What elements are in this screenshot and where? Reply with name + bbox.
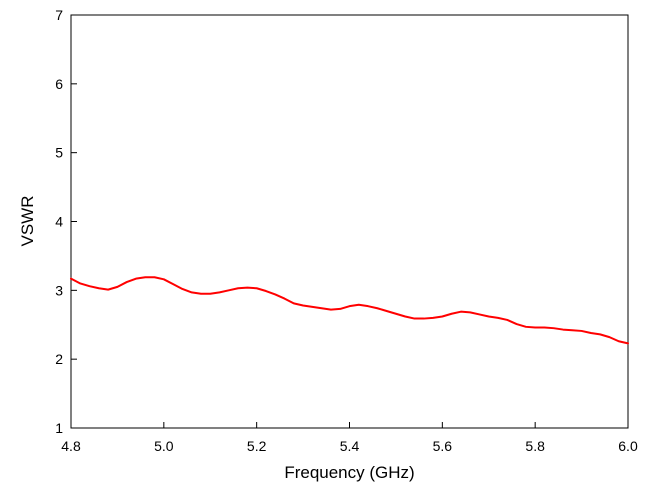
y-tick-label: 1 — [55, 420, 63, 436]
y-tick-label: 2 — [55, 351, 63, 367]
x-tick-label: 5.8 — [525, 438, 545, 454]
y-axis-title: VSWR — [18, 196, 37, 247]
x-tick-label: 5.4 — [340, 438, 360, 454]
x-tick-label: 6.0 — [618, 438, 638, 454]
x-tick-label: 5.0 — [154, 438, 174, 454]
x-axis-ticks: 4.8 5.0 5.2 5.4 5.6 5.8 6.0 — [61, 422, 638, 454]
y-tick-label: 3 — [55, 282, 63, 298]
y-axis-ticks: 1 2 3 4 5 6 7 — [55, 7, 77, 436]
y-tick-label: 7 — [55, 7, 63, 23]
y-tick-label: 6 — [55, 76, 63, 92]
x-axis-title: Frequency (GHz) — [284, 463, 414, 482]
series-layer — [70, 276, 629, 345]
y-tick-label: 4 — [55, 214, 63, 230]
x-tick-label: 5.2 — [247, 438, 267, 454]
y-tick-label: 5 — [55, 145, 63, 161]
vswr-series-line — [70, 276, 629, 345]
plot-area-frame — [70, 14, 629, 429]
x-tick-label: 5.6 — [433, 438, 453, 454]
x-tick-label: 4.8 — [61, 438, 81, 454]
